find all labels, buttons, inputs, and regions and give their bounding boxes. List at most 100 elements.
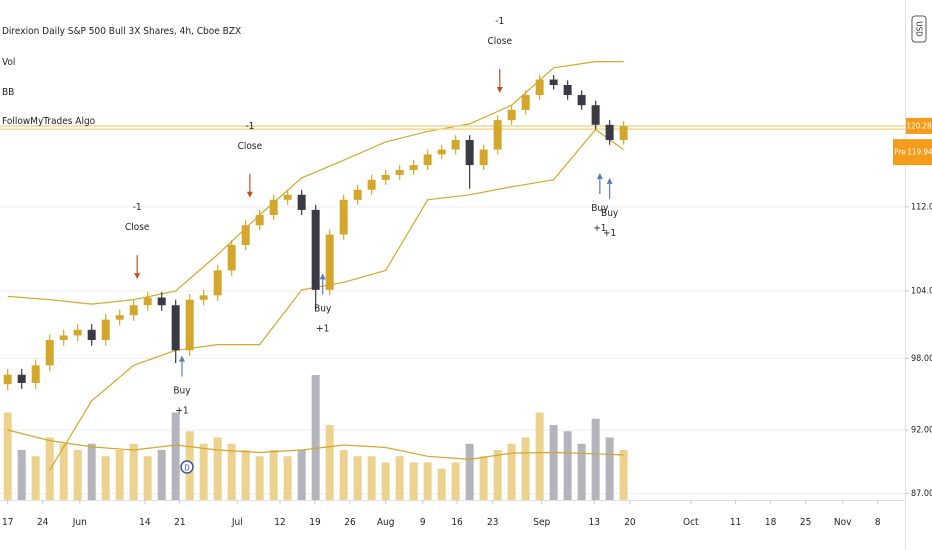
volume-bar	[283, 456, 292, 500]
candle-body	[507, 109, 516, 121]
y-tick-label: 112.00	[911, 202, 932, 212]
volume-bar	[199, 443, 208, 500]
x-tick-label: 25	[800, 517, 811, 528]
trade-arrow-head	[134, 273, 141, 280]
candle-body	[59, 335, 68, 340]
x-tick-label: 26	[344, 517, 356, 528]
trade-label: Buy	[314, 303, 332, 314]
x-tick-label: Aug	[377, 517, 395, 528]
candle-body	[17, 374, 26, 383]
volume-ma-line	[7, 429, 624, 461]
volume-bar	[101, 456, 110, 500]
x-tick-label: 21	[174, 517, 185, 528]
trade-arrow-head	[178, 355, 185, 362]
x-tick-label: 20	[624, 517, 636, 528]
candle-body	[451, 139, 460, 150]
volume-bar	[227, 443, 236, 500]
bollinger-upper	[7, 61, 624, 305]
candle-body	[283, 194, 292, 200]
volume-bar	[143, 456, 152, 500]
candle-body	[269, 199, 278, 215]
x-tick-label: Sep	[533, 517, 550, 528]
volume-bar	[157, 450, 166, 500]
trade-label: Buy	[591, 203, 609, 214]
trade-qty: -1	[245, 121, 254, 132]
volume-bar	[465, 443, 474, 500]
candle-body	[479, 149, 488, 166]
x-tick-label: 14	[139, 517, 151, 528]
indicator-label[interactable]: BB	[2, 87, 14, 98]
x-tick-label: 17	[2, 517, 13, 528]
trade-label: Buy	[173, 386, 191, 397]
volume-bar	[87, 443, 96, 500]
volume-bar	[73, 450, 82, 500]
candle-body	[185, 299, 194, 351]
volume-bar	[437, 468, 446, 500]
trade-label: Close	[238, 141, 263, 152]
volume-bar	[577, 443, 586, 500]
volume-bar	[479, 456, 488, 500]
candle-body	[3, 374, 12, 385]
volume-bar	[507, 443, 516, 500]
volume-bar	[269, 450, 278, 500]
dividend-marker[interactable]	[180, 460, 194, 474]
pre-market-price: 119.94	[907, 148, 932, 157]
indicator-label[interactable]: FollowMyTrades Algo	[2, 116, 96, 127]
x-tick-label: Jun	[72, 517, 87, 528]
x-tick-label: Oct	[683, 517, 699, 528]
indicator-label[interactable]: Vol	[2, 57, 15, 68]
volume-bar	[451, 462, 460, 500]
volume-bar	[241, 450, 250, 500]
volume-bar	[493, 450, 502, 500]
volume-bar	[115, 450, 124, 500]
x-tick-label: 24	[37, 517, 49, 528]
candle-body	[521, 95, 530, 110]
currency-box[interactable]	[911, 15, 927, 43]
symbol-title: Direxion Daily S&P 500 Bull 3X Shares, 4…	[2, 26, 241, 37]
volume-bar	[17, 450, 26, 500]
candle-body	[395, 169, 404, 175]
x-tick-label: 9	[420, 517, 426, 528]
candle-body	[549, 79, 558, 85]
volume-bar	[549, 425, 558, 500]
candle-body	[115, 315, 124, 320]
x-tick-label: 11	[730, 517, 741, 528]
candle-body	[409, 165, 418, 170]
candle-body	[325, 234, 334, 290]
volume-bar	[171, 412, 180, 500]
volume-bar	[423, 462, 432, 500]
candle-body	[577, 95, 586, 106]
volume-bar	[521, 437, 530, 500]
candle-body	[129, 305, 138, 316]
trade-label: Close	[487, 36, 512, 47]
trade-qty: +1	[603, 228, 616, 239]
volume-bar	[311, 375, 320, 500]
candle-body	[353, 189, 362, 200]
volume-bar	[535, 412, 544, 500]
dividend-marker-letter: D	[184, 464, 190, 473]
candle-body	[619, 125, 628, 140]
candle-body	[423, 154, 432, 166]
candle-body	[297, 194, 306, 210]
x-tick-label: 12	[274, 517, 285, 528]
volume-bar	[395, 456, 404, 500]
candle-body	[339, 199, 348, 235]
volume-bar	[353, 456, 362, 500]
last-price-label: 120.28	[906, 121, 932, 130]
trade-arrow-head	[496, 87, 503, 94]
candle-body	[367, 179, 376, 190]
x-tick-label: 19	[309, 517, 321, 528]
candle-body	[465, 139, 474, 166]
trade-label: Buy	[601, 208, 619, 219]
candle-body	[157, 297, 166, 306]
volume-bar	[129, 443, 138, 500]
trade-qty: +1	[175, 406, 188, 417]
trade-arrow-head	[319, 273, 326, 280]
trade-label: Close	[125, 222, 150, 233]
volume-bar	[619, 450, 628, 500]
candle-body	[45, 339, 54, 366]
candle-body	[171, 305, 180, 351]
y-tick-label: 92.00	[911, 426, 932, 436]
volume-bar	[59, 443, 68, 500]
